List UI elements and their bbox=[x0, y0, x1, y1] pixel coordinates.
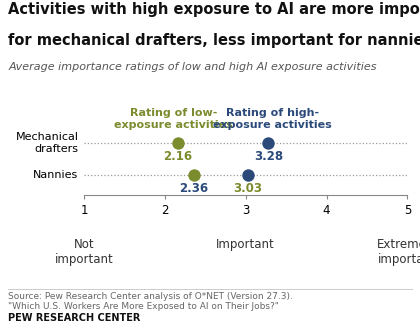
Text: PEW RESEARCH CENTER: PEW RESEARCH CENTER bbox=[8, 314, 141, 323]
Point bbox=[191, 173, 197, 178]
Text: 3.03: 3.03 bbox=[234, 182, 262, 195]
Text: Source: Pew Research Center analysis of O*NET (Version 27.3).
"Which U.S. Worker: Source: Pew Research Center analysis of … bbox=[8, 292, 293, 312]
Text: Rating of low-
exposure activities: Rating of low- exposure activities bbox=[114, 108, 233, 130]
Text: Extremely
important: Extremely important bbox=[377, 238, 420, 266]
Point bbox=[174, 141, 181, 146]
Text: 2.16: 2.16 bbox=[163, 150, 192, 163]
Text: Not
important: Not important bbox=[55, 238, 113, 266]
Text: Activities with high exposure to AI are more important: Activities with high exposure to AI are … bbox=[8, 2, 420, 16]
Text: 3.28: 3.28 bbox=[254, 150, 283, 163]
Text: for mechanical drafters, less important for nannies: for mechanical drafters, less important … bbox=[8, 33, 420, 48]
Text: Average importance ratings of low and high AI exposure activities: Average importance ratings of low and hi… bbox=[8, 62, 377, 72]
Point bbox=[265, 141, 272, 146]
Text: Important: Important bbox=[216, 238, 275, 250]
Point bbox=[245, 173, 252, 178]
Text: 2.36: 2.36 bbox=[179, 182, 208, 195]
Text: Rating of high-
exposure activities: Rating of high- exposure activities bbox=[213, 108, 332, 130]
